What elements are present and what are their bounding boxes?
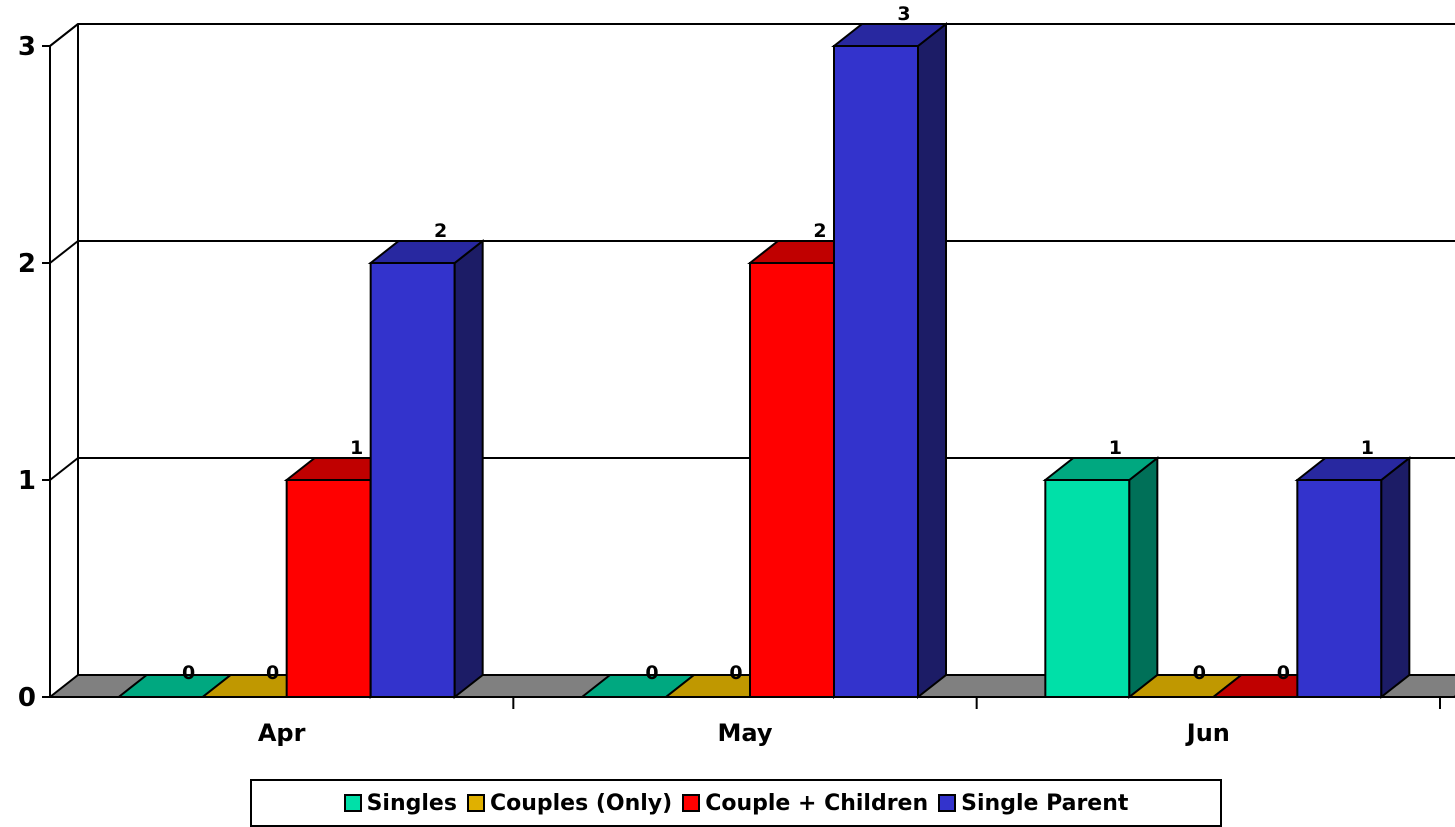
legend-swatch xyxy=(682,794,701,812)
legend-item-single-parent: Single Parent xyxy=(938,791,1128,816)
bar-front xyxy=(749,262,835,698)
data-label: 0 xyxy=(266,662,279,684)
bar-top xyxy=(367,240,486,264)
bar-top xyxy=(1294,457,1413,481)
bar-side xyxy=(453,238,484,700)
legend-label: Couple + Children xyxy=(705,790,929,816)
data-label: 2 xyxy=(434,220,447,242)
bar-side xyxy=(1128,455,1159,700)
data-label: 0 xyxy=(645,662,658,684)
bar xyxy=(747,238,865,700)
y-axis: 0 1 2 3 xyxy=(18,32,50,713)
x-tick-label: May xyxy=(718,719,773,747)
y-tick-label: 0 xyxy=(18,683,36,713)
y-tick-label: 2 xyxy=(18,249,36,279)
bar-front xyxy=(369,262,456,698)
legend-label: Single Parent xyxy=(961,790,1129,816)
gridline-diagonal xyxy=(49,457,79,481)
data-label: 1 xyxy=(350,437,363,459)
gridline-diagonal xyxy=(49,240,79,264)
x-tick-label: Apr xyxy=(258,719,306,747)
data-label: 0 xyxy=(182,662,195,684)
legend-item-singles: Singles xyxy=(343,790,457,816)
data-labels: 0 0 1 2 0 0 2 3 1 0 0 1 xyxy=(182,3,1374,684)
bar-side xyxy=(917,21,947,700)
bar xyxy=(1042,455,1161,700)
bar-front xyxy=(1044,479,1131,698)
bar-chart: 0 1 2 3 0 0 1 2 0 0 2 3 1 0 0 1 Apr May Jun xyxy=(18,3,1455,747)
legend-swatch xyxy=(938,794,957,812)
data-label: 3 xyxy=(897,3,910,25)
legend-label: Couples (Only) xyxy=(489,790,673,816)
legend: Singles Couples (Only) Couple + Children… xyxy=(250,779,1222,827)
y-tick-label: 1 xyxy=(18,466,36,496)
legend-swatch xyxy=(343,794,362,812)
legend-label: Singles xyxy=(366,790,457,816)
bar-top xyxy=(831,23,949,47)
bar-front xyxy=(833,45,919,698)
data-label: 0 xyxy=(1277,662,1290,684)
bar-top xyxy=(1042,457,1161,481)
legend-swatch xyxy=(466,794,485,812)
data-label: 0 xyxy=(729,662,742,684)
bar-front xyxy=(1296,479,1383,698)
data-label: 2 xyxy=(813,220,826,242)
data-label: 0 xyxy=(1193,662,1206,684)
x-tick-label: Jun xyxy=(1185,719,1230,747)
bar-side xyxy=(1380,455,1411,700)
data-label: 1 xyxy=(1361,437,1374,459)
bar-front xyxy=(285,479,372,698)
bars xyxy=(115,21,1413,700)
legend-item-couples-only: Couples (Only) xyxy=(466,790,673,816)
gridline-diagonal xyxy=(49,23,79,47)
bar xyxy=(367,238,486,700)
bar xyxy=(831,21,949,700)
data-label: 1 xyxy=(1109,437,1122,459)
bar xyxy=(1294,455,1413,700)
y-tick-label: 3 xyxy=(18,32,36,62)
x-axis: Apr May Jun xyxy=(49,46,1455,747)
legend-item-couple-children: Couple + Children xyxy=(682,791,928,816)
